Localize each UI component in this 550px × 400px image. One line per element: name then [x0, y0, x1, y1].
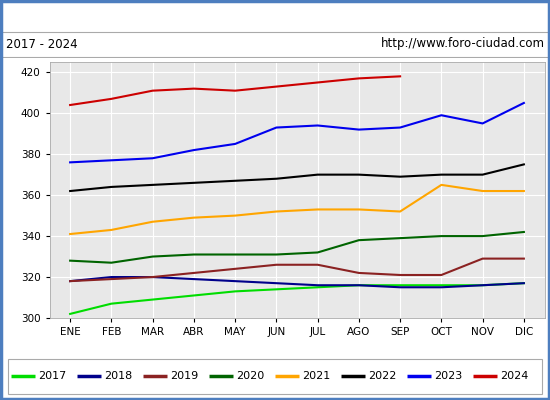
Text: 2021: 2021: [302, 371, 330, 381]
Text: 2018: 2018: [104, 371, 132, 381]
Text: 2019: 2019: [170, 371, 198, 381]
Text: 2024: 2024: [500, 371, 529, 381]
Text: Evolucion num de emigrantes en Armilla: Evolucion num de emigrantes en Armilla: [119, 8, 431, 22]
Text: 2023: 2023: [434, 371, 462, 381]
Text: http://www.foro-ciudad.com: http://www.foro-ciudad.com: [381, 38, 544, 50]
Text: 2020: 2020: [236, 371, 264, 381]
Text: 2017 - 2024: 2017 - 2024: [6, 38, 77, 50]
Text: 2022: 2022: [368, 371, 397, 381]
Text: 2017: 2017: [38, 371, 66, 381]
